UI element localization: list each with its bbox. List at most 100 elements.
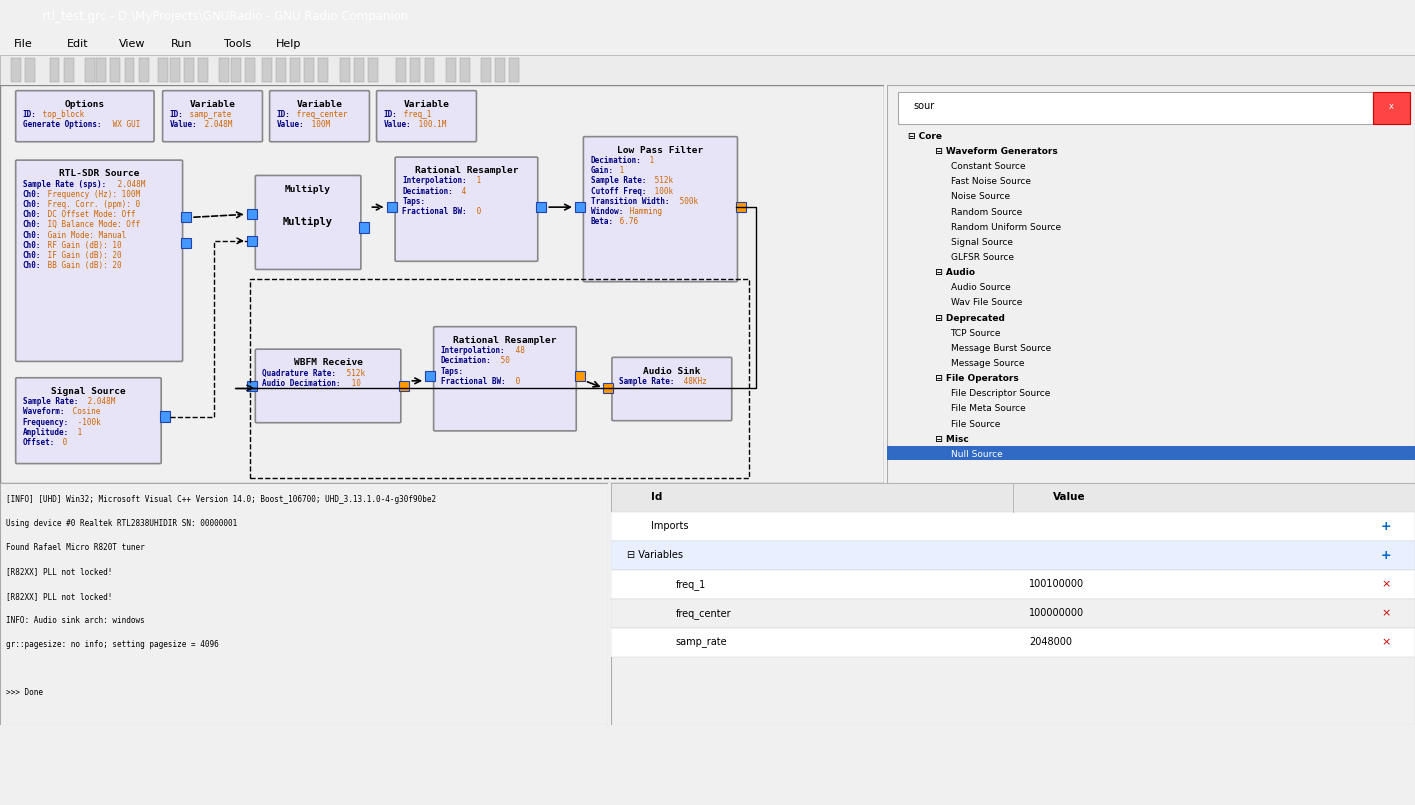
FancyBboxPatch shape: [255, 175, 361, 270]
Text: Hamming: Hamming: [625, 207, 662, 216]
Text: File: File: [14, 39, 33, 49]
Text: Variable: Variable: [190, 100, 235, 109]
Text: Fractional BW:: Fractional BW:: [402, 207, 467, 216]
Bar: [611, 483, 1415, 512]
Text: Id: Id: [651, 493, 662, 502]
Text: 100100000: 100100000: [1029, 580, 1084, 589]
Bar: [170, 58, 180, 81]
Text: [INFO] [UHD] Win32; Microsoft Visual C++ Version 14.0; Boost_106700; UHD_3.13.1.: [INFO] [UHD] Win32; Microsoft Visual C++…: [6, 495, 436, 504]
Bar: [897, 93, 1373, 125]
Text: 512k: 512k: [342, 369, 365, 378]
Text: Found Rafael Micro R820T tuner: Found Rafael Micro R820T tuner: [6, 543, 144, 552]
Text: 2.048M: 2.048M: [113, 180, 146, 188]
Text: 4: 4: [457, 187, 467, 196]
Text: Ch0:: Ch0:: [23, 241, 41, 250]
Text: INFO: Audio sink arch: windows: INFO: Audio sink arch: windows: [6, 616, 144, 625]
Bar: [246, 209, 256, 220]
Text: IF Gain (dB): 20: IF Gain (dB): 20: [42, 251, 122, 260]
Bar: [574, 370, 584, 381]
Bar: [611, 628, 1415, 657]
Text: Help: Help: [276, 39, 301, 49]
Text: 48KHz: 48KHz: [679, 377, 706, 386]
Text: Audio Sink: Audio Sink: [642, 366, 700, 375]
Bar: [64, 58, 74, 81]
FancyBboxPatch shape: [16, 160, 183, 361]
Text: ⊟ Audio: ⊟ Audio: [930, 268, 975, 277]
Text: 50: 50: [495, 357, 509, 365]
Text: RF Gain (dB): 10: RF Gain (dB): 10: [42, 241, 122, 250]
Text: Signal Source: Signal Source: [51, 387, 126, 396]
Text: Taps:: Taps:: [440, 366, 464, 375]
Text: Offset:: Offset:: [23, 438, 55, 447]
Bar: [481, 58, 491, 81]
Text: x: x: [1388, 102, 1394, 111]
Text: -100k: -100k: [72, 418, 100, 427]
Bar: [11, 58, 21, 81]
Text: freq_1: freq_1: [675, 579, 706, 590]
Text: Amplitude:: Amplitude:: [23, 427, 69, 437]
Text: Cutoff Freq:: Cutoff Freq:: [590, 187, 647, 196]
Text: ID:: ID:: [383, 110, 398, 119]
Text: 2.048M: 2.048M: [200, 120, 232, 130]
Text: Ch0:: Ch0:: [23, 230, 41, 240]
Text: 2048000: 2048000: [1029, 638, 1073, 647]
Text: samp_rate: samp_rate: [675, 638, 727, 647]
Text: Wav File Source: Wav File Source: [951, 299, 1022, 308]
Text: ID:: ID:: [23, 110, 37, 119]
FancyBboxPatch shape: [16, 91, 154, 142]
Text: ⊟ Waveform Generators: ⊟ Waveform Generators: [930, 147, 1058, 156]
Text: Imports: Imports: [651, 522, 689, 531]
Text: Sample Rate (sps):: Sample Rate (sps):: [23, 180, 106, 188]
Bar: [887, 446, 1415, 460]
Bar: [396, 58, 406, 81]
Text: Gain:: Gain:: [590, 167, 614, 175]
Text: Noise Source: Noise Source: [951, 192, 1010, 201]
Text: 2.048M: 2.048M: [82, 397, 115, 407]
Text: Ch0:: Ch0:: [23, 210, 41, 219]
Text: Ch0:: Ch0:: [23, 251, 41, 260]
Bar: [160, 411, 170, 422]
Bar: [424, 58, 434, 81]
Text: Random Uniform Source: Random Uniform Source: [951, 223, 1061, 232]
Text: Variable: Variable: [403, 100, 450, 109]
Bar: [536, 202, 546, 213]
Text: +: +: [1380, 520, 1391, 533]
Text: Freq. Corr. (ppm): 0: Freq. Corr. (ppm): 0: [42, 200, 140, 209]
Text: Ch0:: Ch0:: [23, 221, 41, 229]
Text: Signal Source: Signal Source: [951, 237, 1013, 247]
Bar: [276, 58, 286, 81]
Text: Null Source: Null Source: [951, 450, 1002, 459]
Bar: [611, 541, 1415, 570]
Bar: [50, 58, 59, 81]
Text: Waveform:: Waveform:: [23, 407, 65, 416]
Text: WBFM Receive: WBFM Receive: [293, 358, 362, 367]
Bar: [139, 58, 149, 81]
Text: Gain Mode: Manual: Gain Mode: Manual: [42, 230, 126, 240]
Bar: [184, 58, 194, 81]
Bar: [181, 213, 191, 222]
Bar: [158, 58, 168, 81]
Text: Message Burst Source: Message Burst Source: [951, 344, 1051, 353]
FancyBboxPatch shape: [376, 91, 477, 142]
Text: 1: 1: [616, 167, 625, 175]
Bar: [509, 58, 519, 81]
Text: ×: ×: [1381, 638, 1391, 647]
FancyBboxPatch shape: [611, 357, 732, 421]
Text: +: +: [1380, 549, 1391, 562]
Text: RTL-SDR Source: RTL-SDR Source: [59, 169, 140, 179]
Bar: [611, 512, 1415, 541]
Text: Rational Resampler: Rational Resampler: [453, 336, 556, 345]
Text: Run: Run: [171, 39, 192, 49]
Text: Beta:: Beta:: [590, 217, 614, 226]
Bar: [245, 58, 255, 81]
Text: samp_rate: samp_rate: [185, 110, 231, 119]
Bar: [611, 570, 1415, 599]
Bar: [25, 58, 35, 81]
Bar: [446, 58, 456, 81]
Text: GLFSR Source: GLFSR Source: [951, 253, 1013, 262]
Text: View: View: [119, 39, 146, 49]
Text: Frequency:: Frequency:: [23, 418, 69, 427]
Text: 500k: 500k: [675, 197, 699, 206]
Text: Generate Options:: Generate Options:: [23, 120, 102, 130]
Text: 10: 10: [347, 379, 361, 388]
